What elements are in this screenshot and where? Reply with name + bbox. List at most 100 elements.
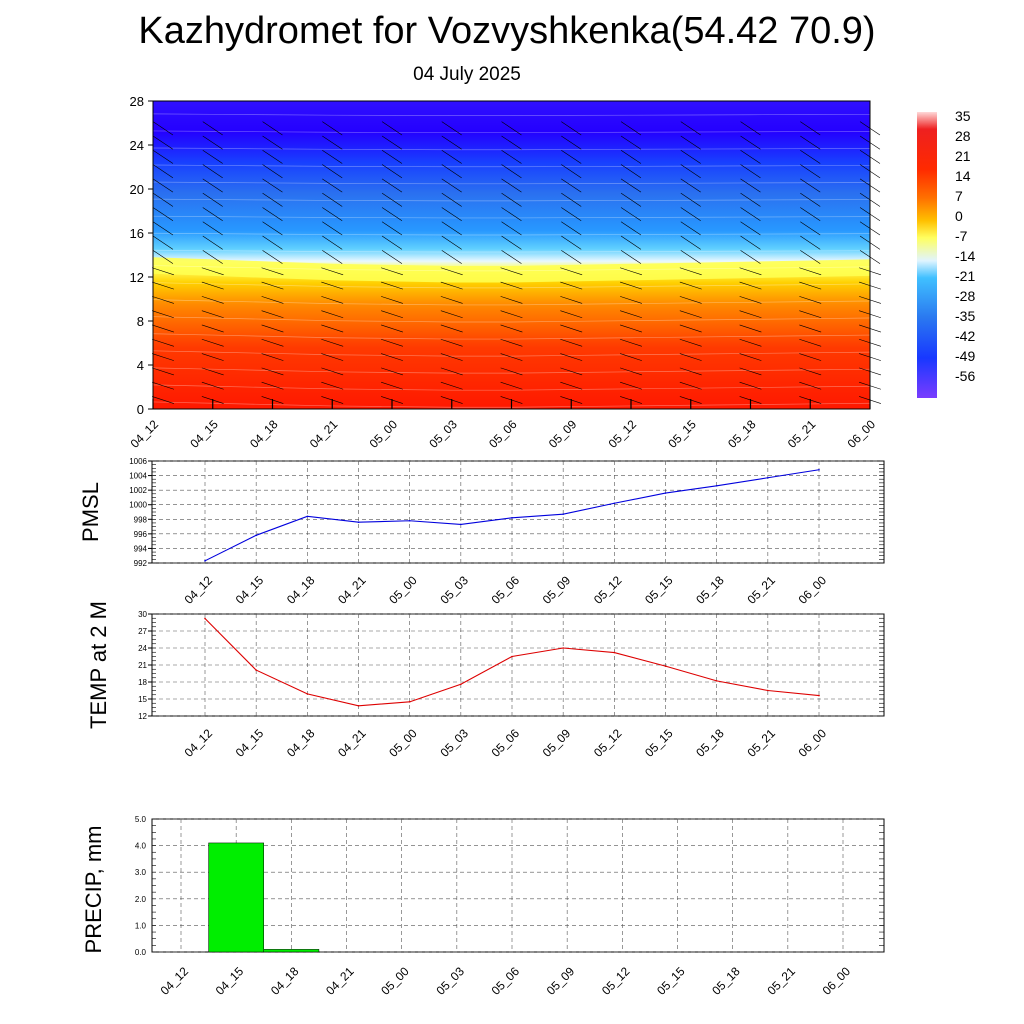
y-tick-label: 1000 [129, 501, 147, 510]
data-point [408, 519, 411, 522]
freezing-level-band [153, 257, 870, 283]
wind-barb [381, 121, 403, 136]
wind-barb [321, 267, 344, 276]
x-tick-label: 04_18 [268, 964, 302, 998]
wind-barb [201, 310, 224, 319]
wind-barb [381, 338, 403, 347]
wind-barb [441, 250, 462, 264]
x-tick-label: 05_18 [693, 573, 727, 607]
x-tick-label: 05_12 [591, 726, 625, 760]
wind-barb [501, 150, 522, 164]
wind-barb [620, 338, 642, 347]
wind-barb [381, 207, 403, 221]
wind-barb [500, 324, 523, 333]
isotherm-contour [152, 130, 871, 134]
data-point [511, 517, 513, 519]
wind-barb [739, 367, 762, 376]
wind-barb [441, 164, 462, 179]
wind-barb [560, 338, 583, 347]
wind-barb [799, 310, 822, 319]
y-tick-label: 28 [130, 94, 144, 109]
wind-barb [560, 281, 583, 290]
wind-barb [620, 281, 642, 290]
temp-2m-panel: 12 15 18 21 24 27 30 04_12 04_15 04_18 04_21 05_00 0… [86, 601, 885, 760]
wind-barb [680, 250, 701, 264]
data-point [767, 689, 769, 692]
y-tick-label: 1.0 [135, 921, 147, 930]
wind-barb [152, 353, 174, 361]
wind-barb [679, 296, 702, 304]
wind-barb [679, 281, 702, 290]
x-tick-label: 04_12 [182, 726, 216, 760]
wind-barb [321, 324, 344, 333]
x-tick-label: 05_12 [606, 417, 640, 451]
wind-barb [441, 150, 462, 164]
wind-barb [620, 164, 642, 179]
wind-barb [799, 367, 822, 376]
panel-frame [151, 818, 885, 953]
y-axis-label: PMSL [78, 482, 103, 542]
wind-barb [620, 235, 642, 250]
x-tick-label: 05_18 [693, 726, 727, 760]
wind-barb [620, 353, 642, 361]
isotherm-contour [152, 232, 871, 236]
wind-barb [680, 135, 701, 150]
data-point [767, 476, 769, 479]
wind-barb [620, 121, 642, 136]
wind-barb [202, 250, 223, 264]
wind-barb [381, 221, 403, 236]
wind-barb [441, 192, 462, 207]
y-tick-label: 16 [130, 226, 144, 241]
wind-barb [440, 353, 463, 361]
x-tick-label: 05_09 [540, 726, 574, 760]
isotherm-contour [152, 215, 871, 219]
x-tick-label: 05_15 [642, 726, 676, 760]
wind-barb [501, 135, 522, 150]
wind-barb [620, 192, 642, 207]
wind-barb [620, 135, 642, 150]
wind-barb [261, 367, 284, 376]
wind-barb [202, 192, 223, 207]
x-tick-label: 05_15 [654, 964, 688, 998]
wind-barb [739, 353, 762, 361]
y-tick-label: 30 [138, 610, 147, 619]
wind-barb [152, 121, 174, 136]
isotherm-contour [152, 316, 871, 323]
wind-barb [620, 367, 642, 376]
wind-barb [501, 207, 522, 221]
wind-barb [679, 381, 702, 390]
colorbar-label: 14 [955, 168, 971, 184]
x-tick-label: 06_00 [845, 417, 879, 451]
wind-barb [322, 235, 343, 250]
wind-barb [561, 192, 582, 207]
x-tick-label: 05_06 [489, 726, 523, 760]
wind-barb [322, 150, 343, 164]
wind-barb [261, 324, 284, 333]
wind-barb [501, 221, 522, 236]
wind-barb [202, 235, 223, 250]
wind-barb [501, 178, 522, 193]
wind-barb [441, 121, 462, 136]
x-tick-label: 06_00 [796, 726, 830, 760]
wind-barb [800, 221, 821, 236]
y-tick-label: 4 [137, 358, 144, 373]
data-point [460, 523, 462, 526]
wind-barb [679, 353, 702, 361]
wind-barb [500, 281, 523, 290]
y-tick-label: 1004 [129, 472, 147, 481]
wind-barb [201, 281, 224, 290]
y-tick-label: 3.0 [135, 868, 147, 877]
wind-barb [440, 296, 463, 304]
wind-barb [152, 267, 174, 276]
wind-barb [740, 135, 761, 150]
x-tick-label: 04_21 [323, 964, 357, 998]
wind-barb [321, 367, 344, 376]
wind-barb [440, 310, 463, 319]
data-point [715, 680, 718, 682]
wind-barb [680, 192, 701, 207]
x-tick-label: 05_21 [744, 573, 778, 607]
data-point [715, 484, 718, 487]
x-tick-label: 04_15 [233, 726, 267, 760]
isotherm-contour [152, 249, 871, 253]
x-tick-label: 04_21 [307, 417, 341, 451]
